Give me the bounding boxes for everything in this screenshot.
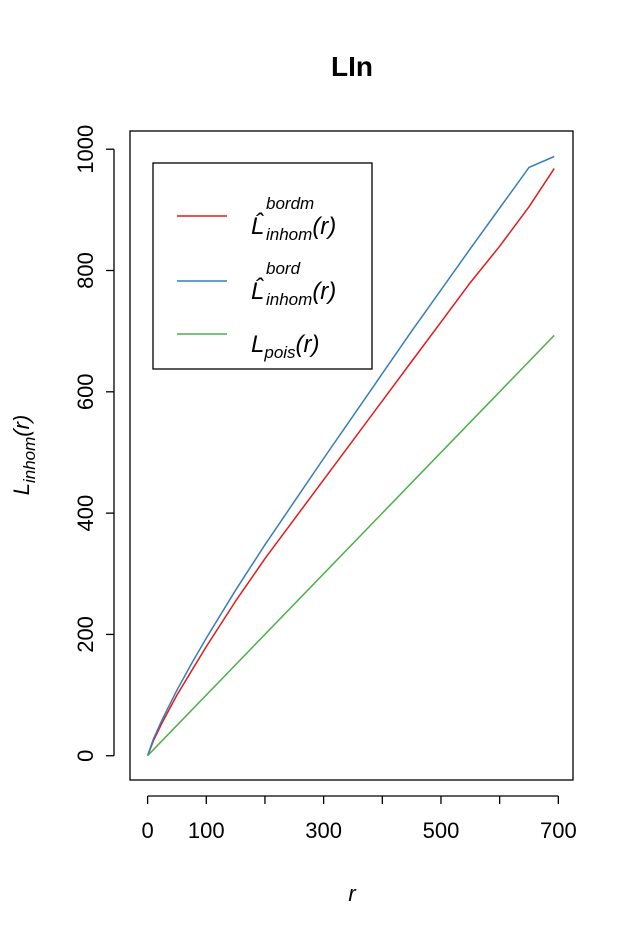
legend-label-bordm: L̂bordm inhom(r) xyxy=(251,194,336,244)
x-axis: 0 100 300 500 700 xyxy=(141,795,577,843)
chart-title: LIn xyxy=(331,51,373,82)
x-tick-label: 700 xyxy=(540,818,577,843)
y-axis: 0 200 400 600 800 1000 xyxy=(73,125,115,762)
x-tick-label: 100 xyxy=(188,818,225,843)
y-axis-label: Linhom(r) xyxy=(9,415,39,496)
y-tick-label: 0 xyxy=(73,750,98,762)
series-line-pois xyxy=(147,334,555,757)
y-tick-label: 800 xyxy=(73,252,98,289)
x-tick-label: 0 xyxy=(141,818,153,843)
series-line-bord xyxy=(146,155,555,756)
y-tick-label: 200 xyxy=(73,616,98,653)
y-tick-label: 600 xyxy=(73,373,98,410)
legend-label-bord: L̂bord inhom(r) xyxy=(251,259,336,309)
y-axis-label-arg: (r) xyxy=(9,415,34,437)
series-line-bordm xyxy=(146,168,555,756)
series-layer xyxy=(146,155,555,757)
x-tick-label: 300 xyxy=(305,818,342,843)
plot-frame xyxy=(129,130,574,781)
svg-text:Linhom(r): Linhom(r) xyxy=(9,415,39,496)
legend-label-pois: Lpois(r) xyxy=(251,331,320,362)
y-axis-label-sub: inhom xyxy=(20,437,39,483)
x-axis-label: r xyxy=(348,881,357,906)
y-tick-label: 1000 xyxy=(73,125,98,174)
legend: L̂bordm inhom(r) L̂bord inhom(r) Lpois(r) xyxy=(152,162,373,370)
y-tick-label: 400 xyxy=(73,495,98,532)
x-tick-label: 500 xyxy=(423,818,460,843)
y-axis-label-main: L xyxy=(9,483,34,495)
